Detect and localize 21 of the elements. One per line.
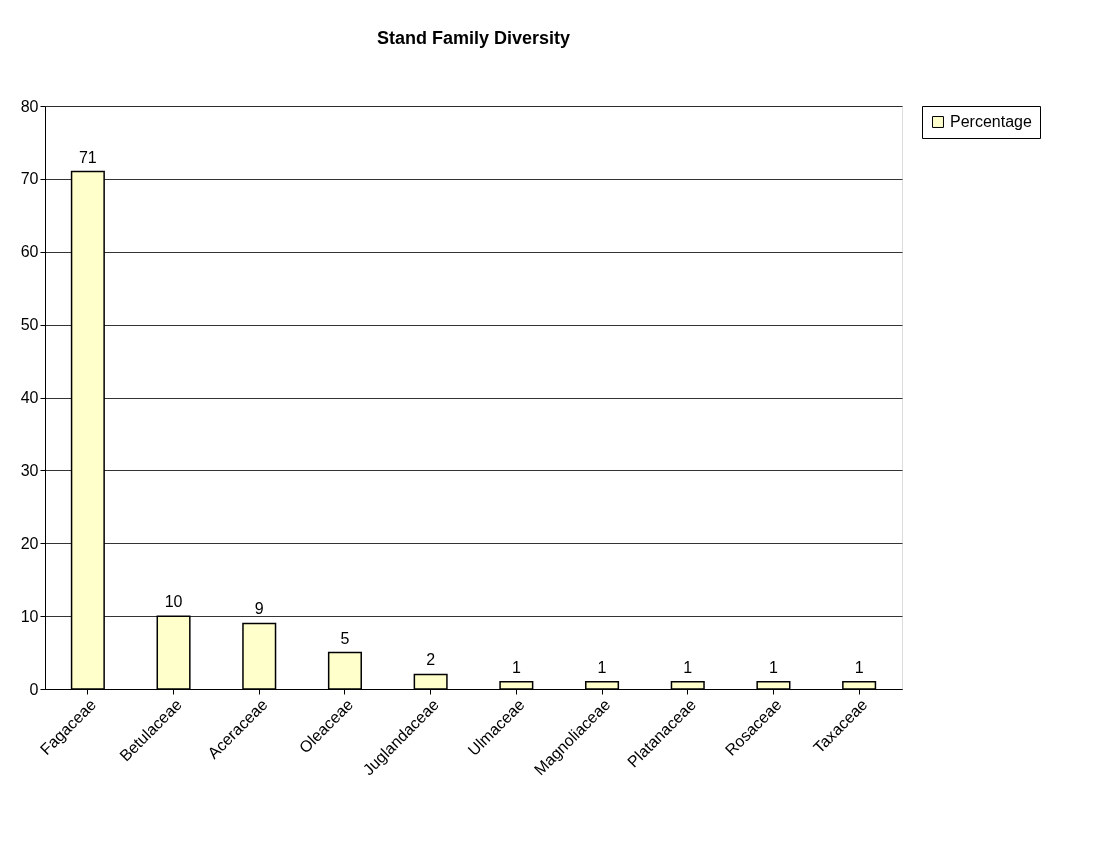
data-label: 5 — [340, 629, 350, 647]
y-tick-label: 50 — [20, 316, 39, 334]
y-tick-label: 30 — [20, 461, 39, 479]
data-label: 71 — [78, 148, 97, 166]
y-tick-label: 80 — [20, 97, 39, 115]
y-tick-label: 10 — [20, 607, 39, 625]
data-label: 2 — [426, 651, 436, 669]
data-label: 1 — [511, 658, 521, 676]
data-label: 1 — [854, 658, 864, 676]
legend-label: Percentage — [950, 113, 1032, 130]
data-label: 1 — [683, 658, 693, 676]
y-tick-label: 60 — [20, 243, 39, 261]
y-tick-label: 20 — [20, 534, 39, 552]
y-tick-label: 70 — [20, 170, 39, 188]
chart-title: Stand Family Diversity — [376, 28, 571, 48]
data-label: 1 — [597, 658, 607, 676]
data-label: 10 — [164, 593, 183, 611]
y-tick-label: 0 — [29, 680, 39, 698]
data-label: 9 — [254, 600, 264, 618]
data-label: 1 — [769, 658, 778, 676]
y-tick-label: 40 — [20, 389, 39, 406]
